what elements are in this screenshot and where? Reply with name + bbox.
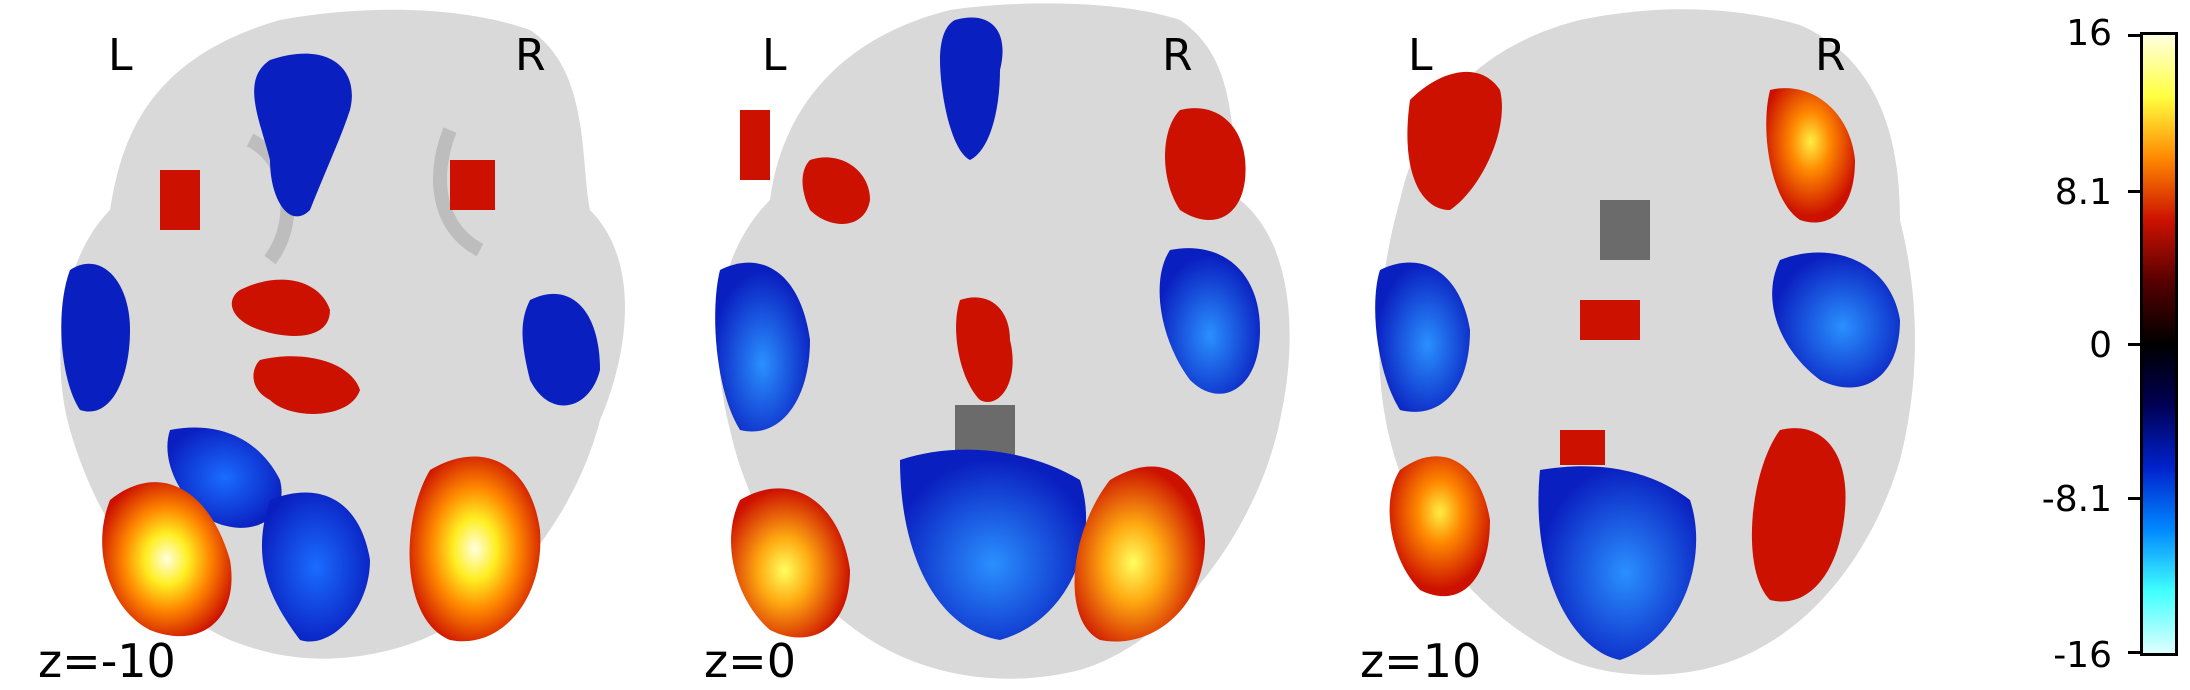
- positive-cluster: [160, 170, 200, 230]
- slice-image: [60, 9, 626, 659]
- colorbar: [2140, 32, 2178, 656]
- positive-cluster: [450, 160, 495, 210]
- positive-cluster: [253, 356, 360, 414]
- negative-cluster: [261, 492, 370, 642]
- negative-cluster: [715, 262, 810, 432]
- negative-cluster: [1772, 252, 1900, 388]
- right-label: R: [1815, 30, 1846, 81]
- ventricle: [1600, 200, 1650, 260]
- colorbar-tick-label: 8.1: [2054, 172, 2112, 213]
- positive-cluster: [1751, 428, 1846, 602]
- left-label: L: [1408, 30, 1433, 81]
- slice-image: [1375, 9, 1915, 675]
- coord-label: z=0: [704, 634, 796, 688]
- slice-image: [715, 3, 1290, 679]
- negative-cluster: [900, 449, 1087, 640]
- brain-slice-z-0: L R z=0: [700, 0, 1400, 690]
- colorbar-tick-mark: [2128, 34, 2140, 37]
- colorbar-tick-label: 16: [2066, 13, 2112, 54]
- left-label: L: [108, 30, 133, 81]
- colorbar-tick-label: -16: [2053, 635, 2112, 676]
- colorbar-tick-label: 0: [2089, 325, 2112, 366]
- negative-cluster: [1159, 248, 1260, 394]
- positive-cluster: [1165, 108, 1246, 220]
- brain-slice-z-10: L R z=10: [1360, 0, 2060, 690]
- colorbar-gradient: [2143, 35, 2175, 653]
- brain-slice-z-minus-10: L R z=-10: [30, 0, 730, 690]
- left-label: L: [762, 30, 787, 81]
- positive-cluster: [956, 297, 1013, 402]
- colorbar-tick-mark: [2128, 190, 2140, 193]
- positive-cluster: [1560, 430, 1605, 465]
- negative-cluster: [1375, 262, 1470, 412]
- colorbar-tick-mark: [2128, 497, 2140, 500]
- positive-cluster: [802, 157, 870, 224]
- negative-cluster: [254, 53, 352, 217]
- coord-label: z=10: [1360, 634, 1482, 688]
- colorbar-tick-label: -8.1: [2041, 479, 2112, 520]
- negative-cluster: [940, 17, 1003, 160]
- right-label: R: [515, 30, 546, 81]
- positive-cluster: [409, 456, 541, 642]
- positive-cluster: [1580, 300, 1640, 340]
- negative-cluster: [522, 293, 600, 406]
- positive-cluster: [1074, 466, 1205, 642]
- negative-cluster: [1538, 466, 1697, 660]
- colorbar-tick-mark: [2128, 343, 2140, 346]
- positive-cluster: [1389, 456, 1490, 597]
- right-label: R: [1162, 30, 1193, 81]
- positive-cluster: [1407, 71, 1502, 211]
- negative-cluster: [61, 263, 130, 412]
- positive-cluster: [231, 279, 330, 336]
- positive-cluster: [1766, 88, 1855, 223]
- colorbar-tick-mark: [2128, 651, 2140, 654]
- positive-cluster: [731, 488, 850, 638]
- positive-cluster: [740, 110, 770, 180]
- coord-label: z=-10: [38, 634, 176, 688]
- positive-cluster: [102, 482, 232, 637]
